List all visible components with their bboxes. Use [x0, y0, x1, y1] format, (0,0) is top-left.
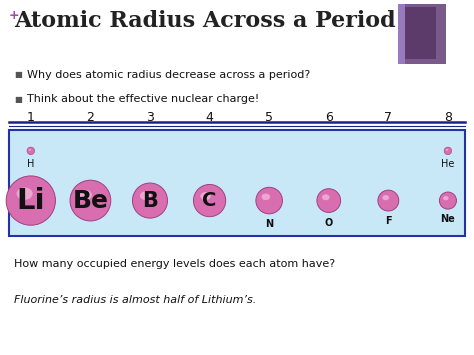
- Text: 4: 4: [206, 111, 213, 124]
- Text: Li: Li: [17, 187, 45, 214]
- Text: Fluorine’s radius is almost half of Lithium’s.: Fluorine’s radius is almost half of Lith…: [14, 295, 256, 305]
- Text: +: +: [9, 9, 19, 22]
- Text: Ne: Ne: [440, 214, 456, 224]
- Text: H: H: [27, 159, 35, 169]
- Text: Why does atomic radius decrease across a period?: Why does atomic radius decrease across a…: [27, 70, 311, 80]
- Bar: [398, 4, 405, 64]
- Ellipse shape: [70, 180, 111, 221]
- Text: He: He: [441, 159, 455, 169]
- Ellipse shape: [17, 187, 33, 200]
- Ellipse shape: [132, 183, 167, 218]
- Text: 5: 5: [265, 111, 273, 124]
- Text: N: N: [265, 219, 273, 229]
- Text: Think about the effective nuclear charge!: Think about the effective nuclear charge…: [27, 94, 260, 104]
- Text: Be: Be: [73, 189, 109, 213]
- Bar: [9, 130, 465, 236]
- Ellipse shape: [201, 192, 211, 200]
- Ellipse shape: [262, 193, 270, 200]
- Ellipse shape: [6, 176, 55, 225]
- Text: ■: ■: [14, 95, 22, 104]
- Text: C: C: [202, 191, 217, 210]
- Ellipse shape: [444, 147, 452, 155]
- Text: ■: ■: [14, 70, 22, 79]
- Text: Atomic Radius Across a Period: Atomic Radius Across a Period: [14, 10, 396, 32]
- Text: 8: 8: [444, 111, 452, 124]
- Text: How many occupied energy levels does each atom have?: How many occupied energy levels does eac…: [14, 259, 335, 269]
- Text: 6: 6: [325, 111, 333, 124]
- Bar: [405, 7, 436, 59]
- Ellipse shape: [79, 190, 92, 200]
- Text: 3: 3: [146, 111, 154, 124]
- Ellipse shape: [322, 194, 329, 200]
- Ellipse shape: [27, 147, 35, 155]
- Ellipse shape: [317, 189, 341, 212]
- Text: F: F: [385, 216, 392, 226]
- Text: B: B: [142, 191, 158, 211]
- Ellipse shape: [193, 185, 226, 217]
- Text: O: O: [325, 218, 333, 228]
- Text: 2: 2: [86, 111, 94, 124]
- Ellipse shape: [443, 196, 448, 200]
- Ellipse shape: [378, 190, 399, 211]
- Ellipse shape: [446, 149, 448, 151]
- Ellipse shape: [383, 195, 389, 200]
- Text: 1: 1: [27, 111, 35, 124]
- Text: 7: 7: [384, 111, 392, 124]
- Ellipse shape: [439, 192, 456, 209]
- Ellipse shape: [256, 187, 283, 214]
- Ellipse shape: [140, 191, 151, 200]
- Ellipse shape: [28, 149, 31, 151]
- Bar: [398, 4, 446, 64]
